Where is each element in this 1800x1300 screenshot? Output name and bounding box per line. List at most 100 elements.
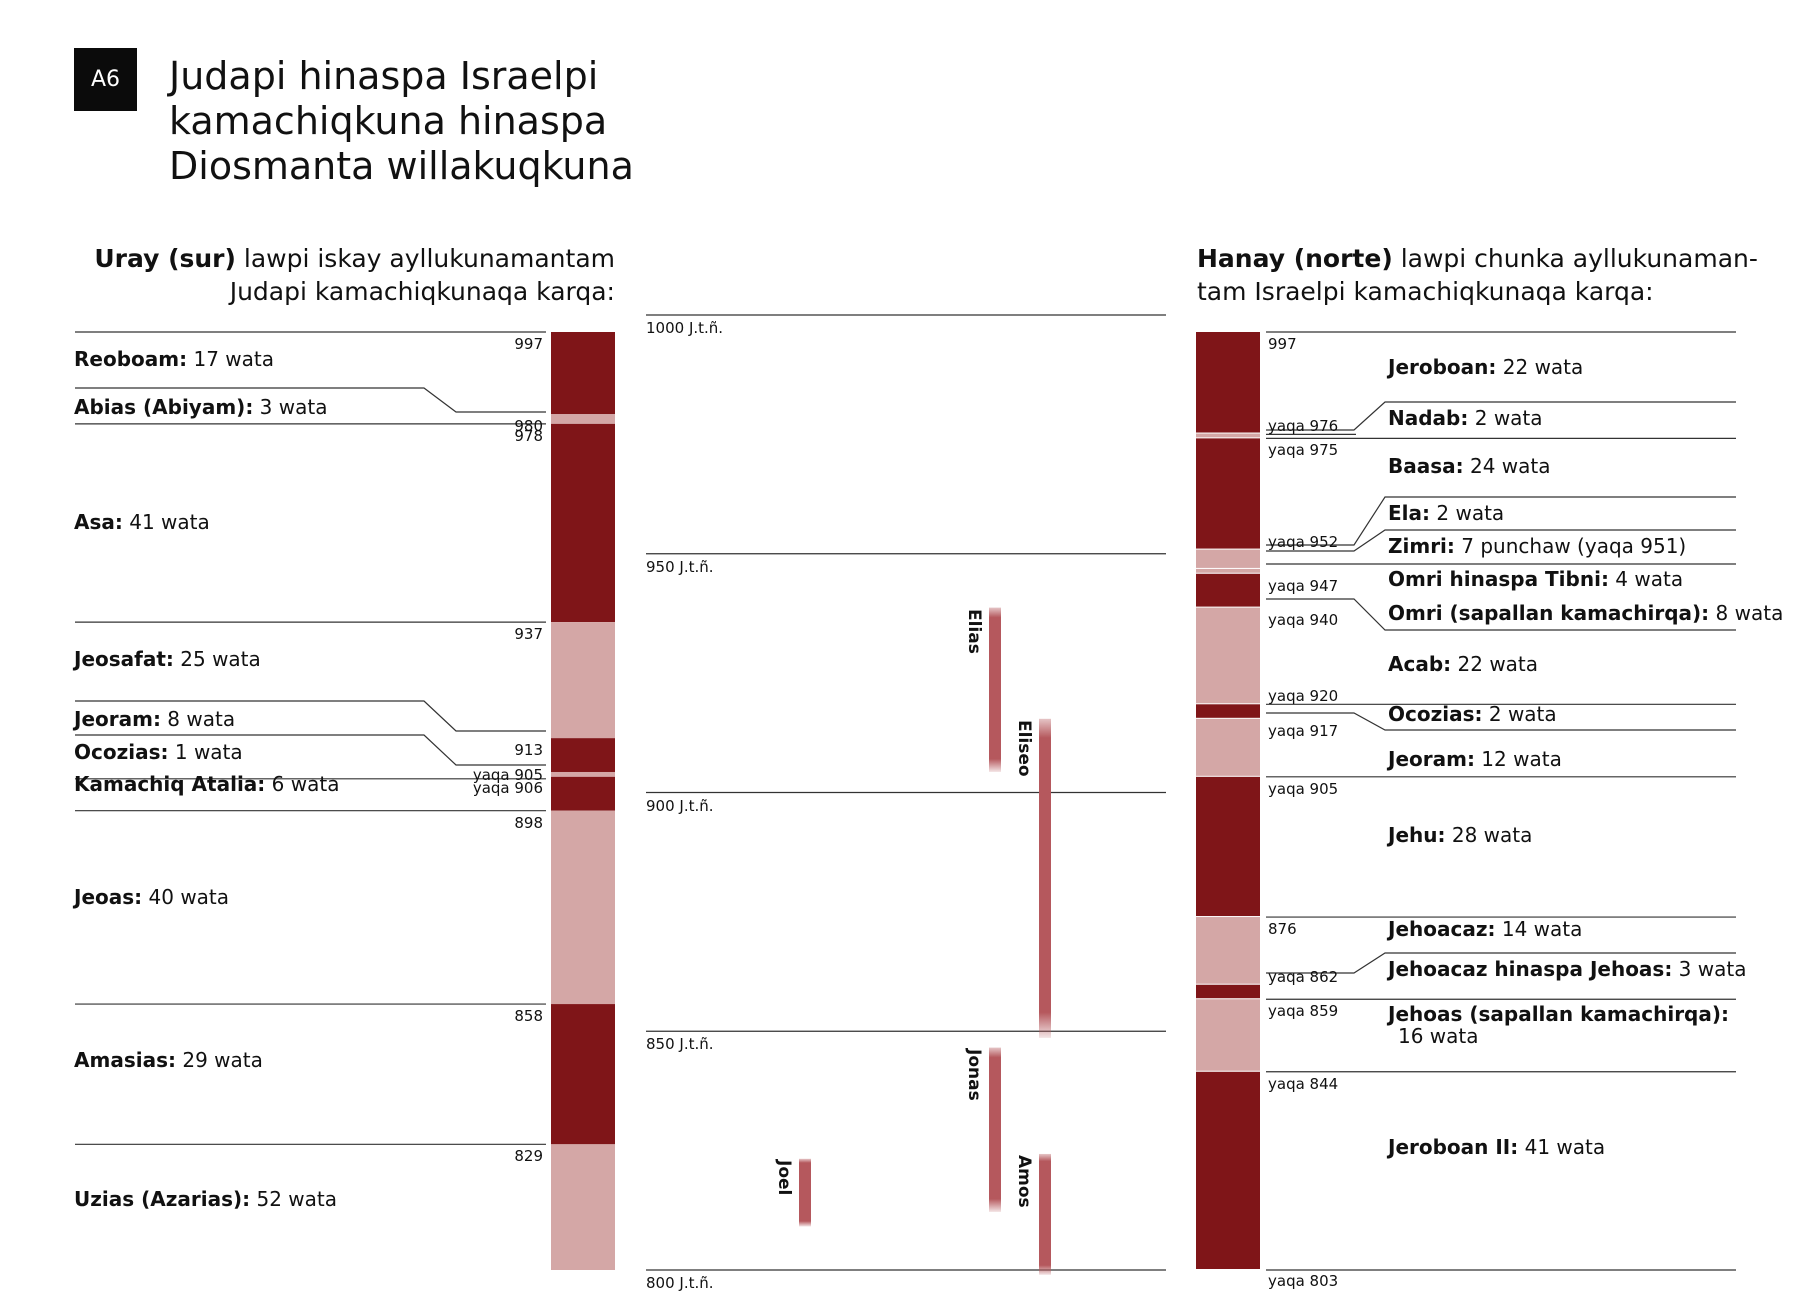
reign-length: 2 wata — [1482, 702, 1557, 726]
israel-year-label: yaqa 859 — [1268, 1002, 1339, 1021]
judah-reign-bar — [551, 414, 615, 424]
prophet-bar — [799, 1158, 811, 1227]
israel-king-label: Nadab: 2 wata — [1388, 407, 1543, 429]
israel-king-label: Baasa: 24 wata — [1388, 455, 1551, 477]
judah-reign-bar — [551, 332, 615, 415]
reign-length: 14 wata — [1495, 917, 1583, 941]
prophet-name-label: Jonas — [964, 1048, 984, 1101]
reign-length: 8 wata — [1709, 601, 1784, 625]
israel-reign-bar — [1196, 984, 1260, 999]
judah-year-label: yaqa 905 — [472, 765, 543, 784]
judah-reign-bar — [551, 771, 615, 777]
judah-reign-bar — [551, 810, 615, 1005]
king-name: Jehoacaz: — [1388, 917, 1496, 941]
king-name: Kamachiq Atalia: — [74, 772, 266, 796]
judah-heading-line2: Judapi kamachiqkunaqa karqa: — [229, 277, 615, 306]
reign-length: 22 wata — [1451, 652, 1539, 676]
israel-year-label: 997 — [1268, 335, 1297, 353]
israel-reign-bar — [1196, 999, 1260, 1071]
israel-heading-bold: Hanay (norte) — [1197, 244, 1393, 273]
king-name: Omri hinaspa Tibni: — [1388, 567, 1609, 591]
king-name: Nadab: — [1388, 406, 1469, 430]
israel-reign-bar — [1196, 1071, 1260, 1269]
judah-reign-bar — [551, 1004, 615, 1145]
israel-reign-bar — [1196, 332, 1260, 433]
judah-year-label: 898 — [514, 813, 543, 832]
prophet-bar — [989, 1047, 1001, 1212]
title-line-3: Diosmanta willakuqkuna — [169, 144, 634, 188]
israel-reign-bar — [1196, 433, 1260, 438]
king-name: Jehoacaz hinaspa Jehoas: — [1388, 957, 1673, 981]
israel-year-label: yaqa 862 — [1268, 967, 1339, 986]
israel-king-label: Jeroboan II: 41 wata — [1388, 1136, 1605, 1158]
judah-connector — [75, 700, 546, 732]
timeline-year-label: 950 J.t.ñ. — [646, 557, 714, 576]
judah-heading-line1: lawpi iskay ayllukunamantam — [235, 244, 615, 273]
reign-length: 8 wata — [160, 707, 236, 731]
prophet-bar — [1039, 718, 1051, 1038]
timeline-year-label: 800 J.t.ñ. — [646, 1274, 714, 1292]
king-name: Jeroboan II: — [1388, 1135, 1519, 1159]
prophet-bar — [1039, 1153, 1051, 1275]
israel-year-label: yaqa 975 — [1268, 441, 1339, 460]
judah-king-label: Abias (Abiyam): 3 wata — [74, 396, 327, 418]
israel-king-label: Jehoacaz hinaspa Jehoas: 3 wata — [1388, 958, 1746, 980]
israel-reign-bar — [1196, 549, 1260, 568]
israel-connector — [1266, 712, 1736, 731]
israel-connector — [1266, 529, 1736, 552]
timeline-year-label: 900 J.t.ñ. — [646, 796, 714, 815]
reign-length: 4 wata — [1608, 567, 1684, 591]
king-name: Jeoram: — [74, 707, 161, 731]
judah-reign-bar — [551, 1144, 615, 1270]
king-name: Amasias: — [74, 1048, 176, 1072]
reign-length: 40 wata — [142, 885, 230, 909]
israel-year-label: yaqa 917 — [1268, 721, 1339, 740]
israel-reign-bar — [1196, 607, 1260, 704]
israel-year-label: yaqa 940 — [1268, 610, 1339, 629]
king-name: Reoboam: — [74, 347, 188, 371]
page-title: Judapi hinaspa Israelpi kamachiqkuna hin… — [169, 54, 634, 189]
israel-king-label: Omri hinaspa Tibni: 4 wata — [1388, 568, 1683, 590]
judah-king-label: Reoboam: 17 wata — [74, 348, 274, 370]
king-name: Jehu: — [1388, 823, 1446, 847]
title-line-1: Judapi hinaspa Israelpi — [169, 54, 599, 98]
israel-year-label: yaqa 905 — [1268, 779, 1339, 798]
prophet-bar — [989, 607, 1001, 772]
israel-king-label: Omri (sapallan kamachirqa): 8 wata — [1388, 602, 1783, 624]
judah-king-label: Kamachiq Atalia: 6 wata — [74, 773, 339, 795]
timeline-year-label: 850 J.t.ñ. — [646, 1035, 714, 1054]
israel-connector — [1266, 496, 1736, 546]
israel-heading: Hanay (norte) lawpi chunka ayllukunaman-… — [1197, 242, 1758, 308]
judah-king-label: Uzias (Azarias): 52 wata — [74, 1188, 337, 1210]
reign-length: 28 wata — [1445, 823, 1533, 847]
judah-year-label: 937 — [514, 625, 543, 644]
king-name: Ela: — [1388, 501, 1431, 525]
reign-length: 29 wata — [175, 1048, 263, 1072]
israel-year-label: yaqa 952 — [1268, 532, 1339, 551]
israel-year-label: yaqa 976 — [1268, 416, 1339, 435]
king-name: Omri (sapallan kamachirqa): — [1388, 601, 1710, 625]
reign-length: 17 wata — [187, 347, 274, 371]
israel-heading-line2: tam Israelpi kamachiqkunaqa karqa: — [1197, 277, 1654, 306]
israel-year-label: yaqa 920 — [1268, 687, 1339, 706]
judah-year-label: 980 — [514, 417, 543, 436]
israel-reign-bar — [1196, 573, 1260, 607]
reign-length: 16 wata — [1398, 1024, 1479, 1048]
prophet-name-label: Joel — [774, 1159, 794, 1196]
king-name: Zimri: — [1388, 534, 1455, 558]
judah-year-label: 858 — [514, 1007, 543, 1026]
reign-length: 2 wata — [1430, 501, 1505, 525]
prophet-name-label: Elias — [964, 608, 984, 654]
israel-king-label: Acab: 22 wata — [1388, 653, 1538, 675]
israel-king-label: Ela: 2 wata — [1388, 502, 1504, 524]
reign-length: 22 wata — [1496, 355, 1584, 379]
judah-year-label: 978 — [514, 426, 543, 445]
king-name: Jeoas: — [74, 885, 143, 909]
israel-connector — [1266, 952, 1736, 974]
judah-king-label: Jeoram: 8 wata — [74, 708, 235, 730]
timeline-year-label: 1000 J.t.ñ. — [646, 319, 724, 337]
judah-heading-bold: Uray (sur) — [94, 244, 236, 273]
king-name: Asa: — [74, 510, 123, 534]
reign-length: 12 wata — [1474, 747, 1562, 771]
